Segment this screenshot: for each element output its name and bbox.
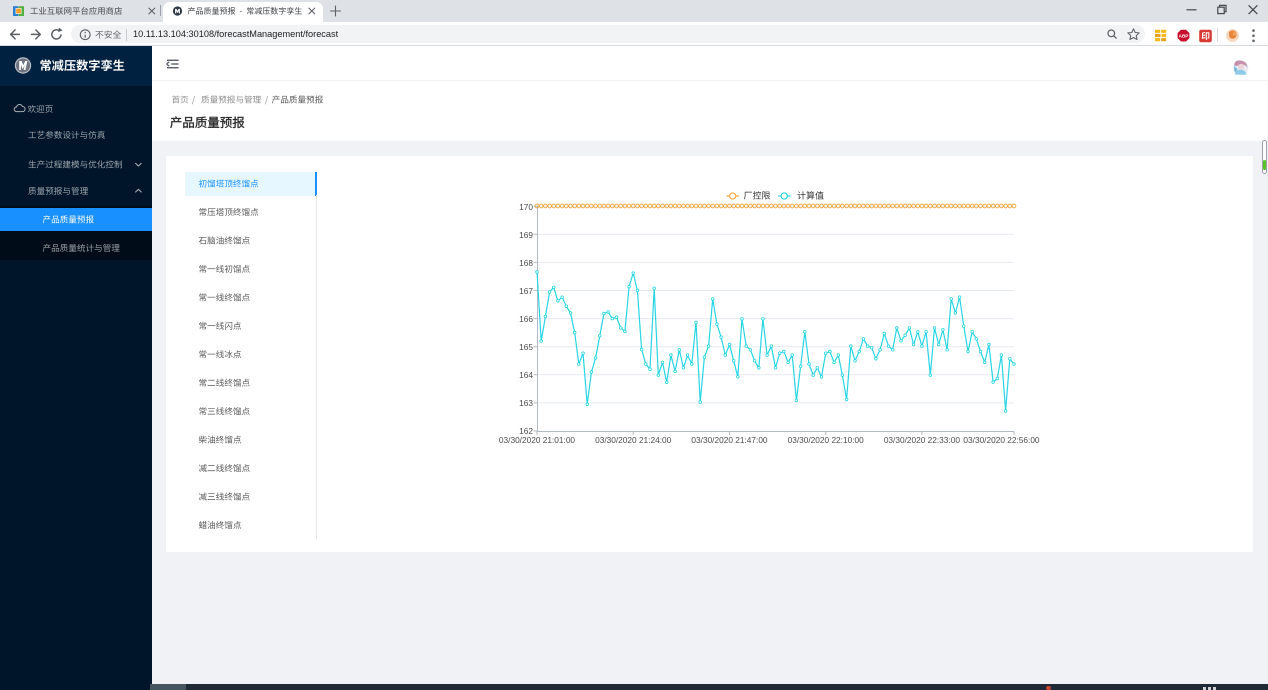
svg-text:ABP: ABP bbox=[1179, 33, 1189, 38]
